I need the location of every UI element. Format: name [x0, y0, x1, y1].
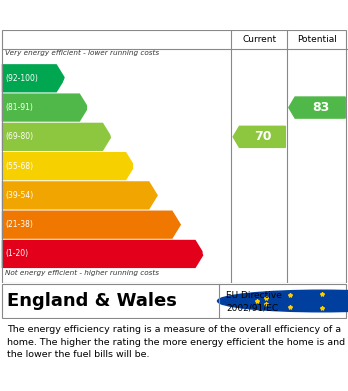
Text: Very energy efficient - lower running costs: Very energy efficient - lower running co…	[5, 50, 159, 56]
Text: (81-91): (81-91)	[5, 103, 33, 112]
Text: C: C	[110, 130, 119, 143]
Text: Not energy efficient - higher running costs: Not energy efficient - higher running co…	[5, 270, 159, 276]
FancyArrow shape	[2, 152, 135, 180]
Text: (21-38): (21-38)	[5, 220, 33, 229]
Text: 83: 83	[312, 101, 329, 114]
Polygon shape	[233, 126, 285, 147]
FancyArrow shape	[2, 210, 181, 239]
Text: E: E	[156, 189, 165, 202]
FancyArrow shape	[2, 123, 112, 151]
Text: The energy efficiency rating is a measure of the overall efficiency of a home. T: The energy efficiency rating is a measur…	[7, 325, 345, 359]
Text: A: A	[63, 72, 72, 85]
Text: (1-20): (1-20)	[5, 249, 28, 258]
Text: 70: 70	[254, 130, 271, 143]
FancyArrow shape	[2, 240, 204, 268]
FancyArrow shape	[2, 93, 88, 122]
Circle shape	[218, 290, 348, 312]
Polygon shape	[289, 97, 345, 118]
Text: (39-54): (39-54)	[5, 191, 33, 200]
Text: F: F	[180, 218, 188, 231]
Text: D: D	[132, 160, 142, 172]
Text: England & Wales: England & Wales	[7, 292, 177, 310]
FancyArrow shape	[2, 181, 158, 210]
Text: G: G	[201, 248, 211, 260]
Text: Energy Efficiency Rating: Energy Efficiency Rating	[9, 7, 219, 23]
Text: B: B	[86, 101, 95, 114]
Text: Potential: Potential	[298, 35, 338, 44]
FancyArrow shape	[2, 64, 65, 92]
Text: 2002/91/EC: 2002/91/EC	[226, 304, 278, 313]
Text: (92-100): (92-100)	[5, 74, 38, 83]
Text: Current: Current	[242, 35, 276, 44]
Text: (69-80): (69-80)	[5, 132, 33, 141]
Text: (55-68): (55-68)	[5, 161, 33, 170]
Text: EU Directive: EU Directive	[226, 291, 282, 300]
